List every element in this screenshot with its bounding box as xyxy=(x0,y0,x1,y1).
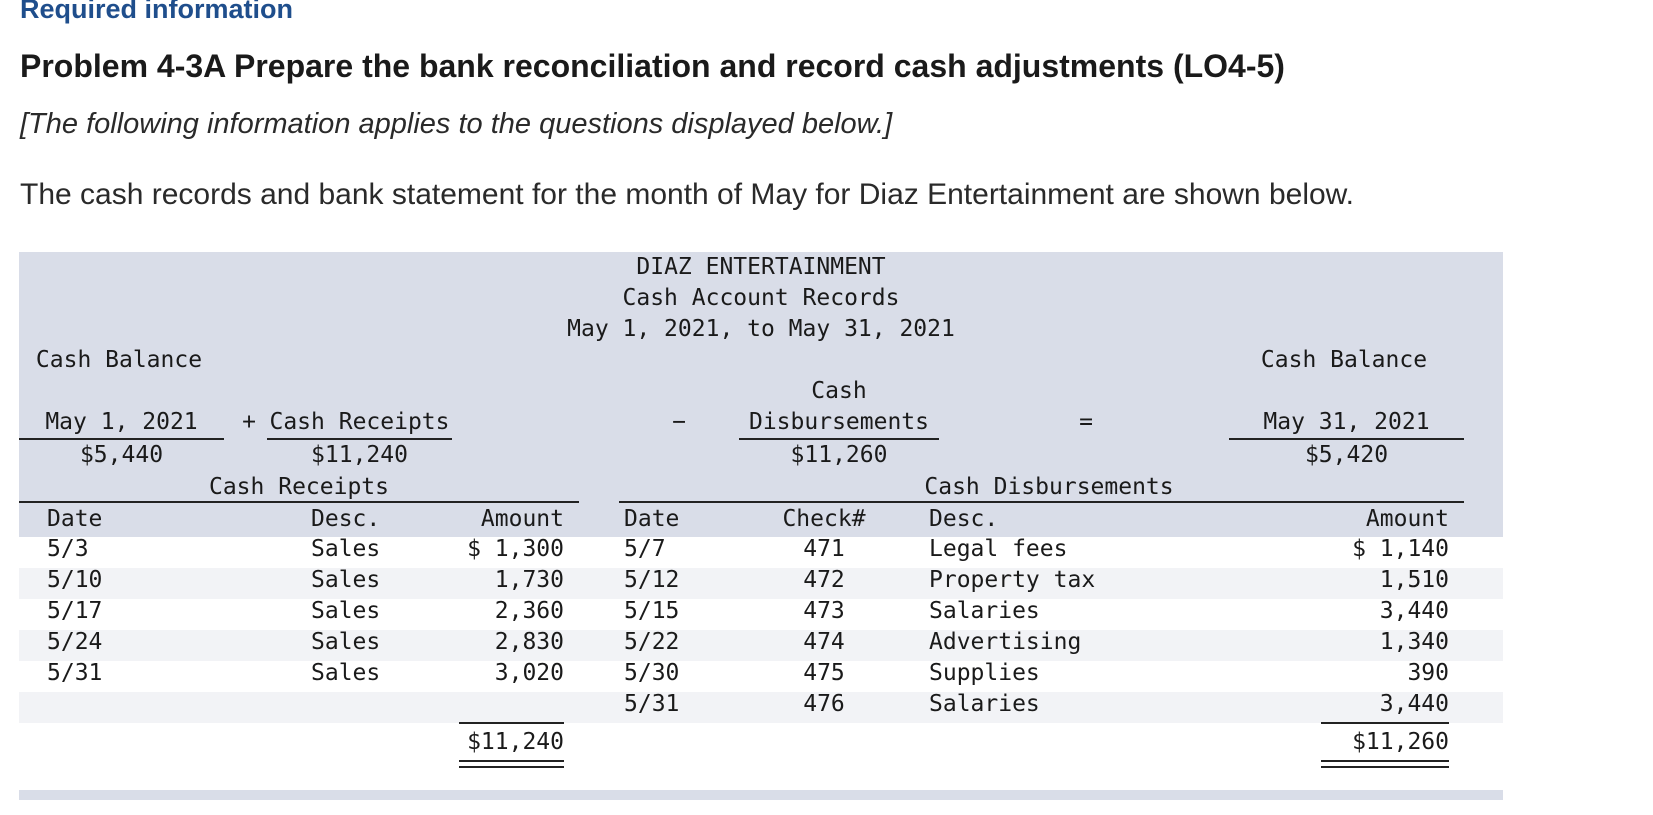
disb-check: 474 xyxy=(803,629,845,655)
plus-sign: + xyxy=(242,409,256,435)
receipt-amount: 2,360 xyxy=(494,598,564,624)
row-stripe xyxy=(19,568,1503,599)
disbursements-total: $11,260 xyxy=(1352,729,1449,755)
receipts-total-summary: $11,240 xyxy=(311,442,408,468)
disb-date: 5/15 xyxy=(624,598,680,624)
receipt-desc: Sales xyxy=(311,660,381,686)
disb-date: 5/22 xyxy=(624,629,680,655)
receipt-date: 5/24 xyxy=(47,629,103,655)
disb-check-header: Check# xyxy=(782,506,866,532)
footer-band xyxy=(19,790,1503,800)
disb-check: 475 xyxy=(803,660,845,686)
disbursements-double-underline xyxy=(1321,760,1449,768)
receipts-section-title: Cash Receipts xyxy=(208,474,389,500)
minus-sign: − xyxy=(672,409,686,435)
receipt-amount: $ 1,300 xyxy=(467,536,564,562)
receipt-amount: 2,830 xyxy=(494,629,564,655)
problem-title: Problem 4-3A Prepare the bank reconcilia… xyxy=(20,48,1285,84)
disb-amount: 3,440 xyxy=(1379,598,1449,624)
end-balance-date: May 31, 2021 xyxy=(1263,409,1430,435)
receipt-date: 5/31 xyxy=(47,660,103,686)
disb-date: 5/12 xyxy=(624,567,680,593)
disb-amount: 1,510 xyxy=(1379,567,1449,593)
required-information-heading: Required information xyxy=(20,0,294,24)
end-balance-value: $5,420 xyxy=(1304,442,1389,468)
receipts-label: Cash Receipts xyxy=(269,409,450,435)
disb-amount-header: Amount xyxy=(1365,506,1449,532)
disb-amount: $ 1,140 xyxy=(1352,536,1449,562)
disb-check: 471 xyxy=(803,536,845,562)
disb-desc: Salaries xyxy=(929,691,1040,717)
disb-date-header: Date xyxy=(624,506,680,532)
summary-underline xyxy=(267,438,452,440)
disb-amount: 1,340 xyxy=(1379,629,1449,655)
disbursements-section-title: Cash Disbursements xyxy=(924,474,1174,500)
summary-underline xyxy=(1229,438,1464,440)
section-underline xyxy=(19,501,579,503)
begin-balance-date: May 1, 2021 xyxy=(45,409,198,435)
receipt-desc: Sales xyxy=(311,536,381,562)
receipt-date: 5/10 xyxy=(47,567,103,593)
disb-desc: Property tax xyxy=(929,567,1096,593)
summary-underline xyxy=(739,438,939,440)
statement-period: May 1, 2021, to May 31, 2021 xyxy=(567,316,955,342)
equals-sign: = xyxy=(1079,409,1093,435)
disb-date: 5/7 xyxy=(624,536,666,562)
disb-desc-header: Desc. xyxy=(929,506,999,532)
problem-description: The cash records and bank statement for … xyxy=(20,178,1355,211)
receipt-amount: 3,020 xyxy=(494,660,564,686)
receipts-total: $11,240 xyxy=(467,729,564,755)
cash-records-panel: DIAZ ENTERTAINMENT Cash Account Records … xyxy=(19,252,1503,800)
disb-desc: Supplies xyxy=(929,660,1040,686)
receipts-amount-header: Amount xyxy=(480,506,564,532)
receipts-date-header: Date xyxy=(47,506,103,532)
disb-desc: Legal fees xyxy=(929,536,1068,562)
section-underline xyxy=(619,501,1464,503)
receipt-amount: 1,730 xyxy=(494,567,564,593)
receipts-total-rule xyxy=(459,722,564,724)
disb-check: 476 xyxy=(803,691,845,717)
receipts-desc-header: Desc. xyxy=(311,506,381,532)
disb-date: 5/31 xyxy=(624,691,680,717)
begin-balance-value: $5,440 xyxy=(79,442,164,468)
receipts-double-underline xyxy=(459,760,564,768)
receipt-date: 5/17 xyxy=(47,598,103,624)
disb-amount: 390 xyxy=(1407,660,1449,686)
disbursements-total-summary: $11,260 xyxy=(790,442,888,468)
summary-underline xyxy=(19,438,224,440)
header-band xyxy=(19,252,1503,537)
disb-check: 473 xyxy=(803,598,845,624)
disbursements-label-line2: Disbursements xyxy=(748,409,929,435)
disb-amount: 3,440 xyxy=(1379,691,1449,717)
disbursements-total-rule xyxy=(1321,722,1449,724)
disbursements-label-line1: Cash xyxy=(811,378,867,404)
receipt-desc: Sales xyxy=(311,567,381,593)
begin-balance-label: Cash Balance xyxy=(35,347,203,373)
disb-desc: Salaries xyxy=(929,598,1040,624)
receipt-desc: Sales xyxy=(311,629,381,655)
company-name: DIAZ ENTERTAINMENT xyxy=(636,254,886,280)
receipt-date: 5/3 xyxy=(47,536,89,562)
end-balance-label: Cash Balance xyxy=(1260,347,1428,373)
row-stripe xyxy=(19,692,1503,723)
disb-date: 5/30 xyxy=(624,660,680,686)
disb-check: 472 xyxy=(803,567,845,593)
statement-subtitle: Cash Account Records xyxy=(622,285,900,311)
intro-note: [The following information applies to th… xyxy=(20,108,893,140)
disb-desc: Advertising xyxy=(929,629,1082,655)
row-stripe xyxy=(19,630,1503,661)
receipt-desc: Sales xyxy=(311,598,381,624)
